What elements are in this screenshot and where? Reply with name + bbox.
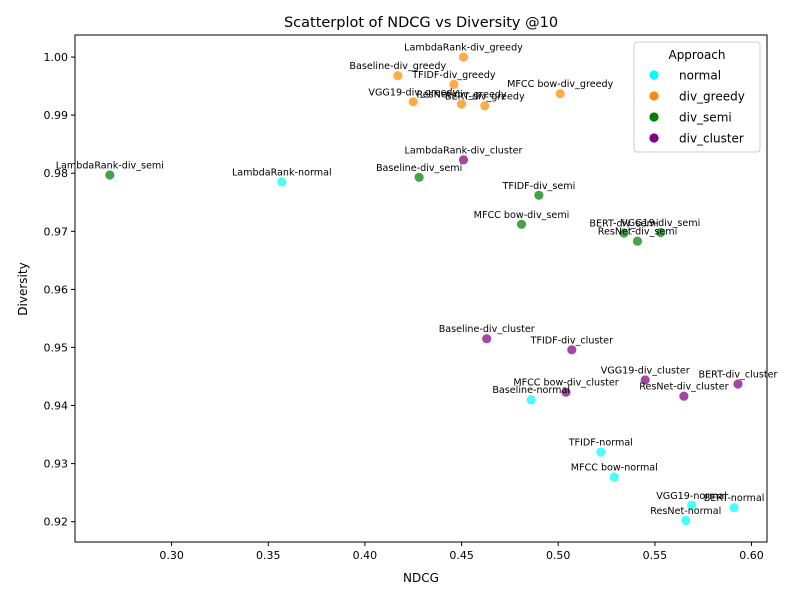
point-mfcc-bow-div-cluster <box>561 387 571 397</box>
point-label-tfidf-div-cluster: TFIDF-div_cluster <box>530 335 613 346</box>
point-label-vgg19-div-greedy: VGG19-div_greedy <box>368 87 458 98</box>
point-vgg19-div-greedy <box>408 97 418 107</box>
point-lambdarank-div-semi <box>105 170 115 180</box>
point-label-baseline-div-semi: Baseline-div_semi <box>376 163 462 174</box>
legend-marker-div-greedy <box>649 91 659 101</box>
y-tick-label: 0.99 <box>44 109 69 122</box>
x-tick-label: 0.50 <box>546 549 571 562</box>
point-tfidf-div-greedy <box>449 79 459 89</box>
point-bert-div-semi <box>619 228 629 238</box>
y-tick-label: 0.92 <box>44 516 69 529</box>
point-label-vgg19-div-semi: VGG19-div_semi <box>621 218 700 229</box>
point-label-baseline-div-greedy: Baseline-div_greedy <box>349 61 446 72</box>
point-label-lambdarank-normal: LambdaRank-normal <box>232 167 332 178</box>
legend-title: Approach <box>668 48 725 62</box>
point-lambdarank-div-cluster <box>458 155 469 165</box>
point-label-resnet-normal: ResNet-normal <box>650 506 721 517</box>
point-label-mfcc-bow-div-cluster: MFCC bow-div_cluster <box>513 378 618 389</box>
point-label-mfcc-bow-div-greedy: MFCC bow-div_greedy <box>507 79 613 90</box>
point-label-mfcc-bow-div-semi: MFCC bow-div_semi <box>474 210 570 221</box>
point-vgg19-div-cluster <box>640 375 650 385</box>
legend-marker-div-semi <box>649 112 659 122</box>
legend-label-div-cluster: div_cluster <box>679 132 744 146</box>
point-label-tfidf-div-greedy: TFIDF-div_greedy <box>411 70 496 81</box>
legend-items: normal div_greedy div_semi div_cluster <box>649 69 745 146</box>
x-axis-ticks: 0.30 0.35 0.40 0.45 0.50 0.55 0.60 <box>159 542 764 562</box>
y-axis-ticks: 0.92 0.93 0.94 0.95 0.96 0.97 0.98 0.99 1.00 <box>44 51 75 529</box>
x-tick-label: 0.40 <box>353 549 378 562</box>
point-label-bert-div-cluster: BERT-div_cluster <box>699 370 778 381</box>
point-label-bert-div-greedy: BERT-div_greedy <box>445 91 525 102</box>
point-baseline-div-semi <box>414 172 424 182</box>
point-label-bert-div-semi: BERT-div_semi <box>589 219 658 230</box>
y-tick-label: 0.97 <box>44 225 69 238</box>
x-tick-label: 0.35 <box>256 549 281 562</box>
point-vgg19-div-semi <box>656 227 666 238</box>
plot-frame <box>74 34 768 543</box>
point-bert-div-cluster <box>733 379 743 389</box>
point-label-lambdarank-div-greedy: LambdaRank-div_greedy <box>404 43 523 54</box>
point-mfcc-bow-div-semi <box>516 219 527 229</box>
point-bert-div-greedy <box>480 101 490 111</box>
y-tick-label: 0.93 <box>44 458 69 471</box>
point-lambdarank-normal <box>277 177 287 187</box>
point-label-lambdarank-div-cluster: LambdaRank-div_cluster <box>405 145 523 156</box>
points-layer <box>105 52 743 526</box>
legend-marker-normal <box>649 70 659 80</box>
x-tick-label: 0.45 <box>449 549 474 562</box>
legend-label-div-greedy: div_greedy <box>679 90 745 104</box>
legend-label-div-semi: div_semi <box>679 111 732 125</box>
x-tick-label: 0.30 <box>159 549 184 562</box>
x-tick-label: 0.60 <box>739 549 764 562</box>
x-axis-label: NDCG <box>403 571 439 585</box>
point-baseline-div-cluster <box>482 334 492 344</box>
point-label-resnet-div-cluster: ResNet-div_cluster <box>639 382 728 393</box>
point-tfidf-div-semi <box>534 190 544 200</box>
point-label-lambdarank-div-semi: LambdaRank-div_semi <box>56 161 164 172</box>
legend: Approach normal div_greedy div_semi div_clu… <box>633 41 761 153</box>
y-axis-label: Diversity <box>16 262 30 315</box>
point-label-bert-normal: BERT-normal <box>704 493 765 504</box>
point-tfidf-div-cluster <box>567 345 577 355</box>
point-vgg19-normal <box>687 500 697 510</box>
point-mfcc-bow-div-greedy <box>555 89 565 99</box>
y-tick-label: 1.00 <box>44 51 69 64</box>
point-label-mfcc-bow-normal: MFCC bow-normal <box>571 463 658 474</box>
point-resnet-div-greedy <box>457 99 467 109</box>
y-tick-label: 0.94 <box>44 400 69 413</box>
y-tick-label: 0.96 <box>44 283 69 296</box>
point-tfidf-normal <box>596 447 606 457</box>
point-lambdarank-div-greedy <box>458 52 469 62</box>
point-baseline-div-greedy <box>393 71 403 81</box>
point-label-vgg19-normal: VGG19-normal <box>656 491 727 502</box>
point-label-vgg19-div-cluster: VGG19-div_cluster <box>601 366 690 377</box>
y-tick-label: 0.95 <box>44 341 69 354</box>
legend-marker-div-cluster <box>649 133 659 143</box>
point-resnet-div-cluster <box>679 391 689 401</box>
legend-box <box>633 41 761 153</box>
chart-title: Scatterplot of NDCG vs Diversity @10 <box>284 15 558 31</box>
y-tick-label: 0.98 <box>44 167 69 180</box>
point-resnet-normal <box>681 515 691 526</box>
point-resnet-div-semi <box>632 236 643 246</box>
point-label-tfidf-div-semi: TFIDF-div_semi <box>502 181 576 192</box>
point-label-baseline-div-cluster: Baseline-div_cluster <box>439 324 535 335</box>
legend-label-normal: normal <box>679 69 721 83</box>
point-labels-layer: LambdaRank-normal Baseline-normal TFIDF-no… <box>56 43 778 517</box>
point-baseline-normal <box>526 395 536 405</box>
point-label-tfidf-normal: TFIDF-normal <box>568 438 633 449</box>
x-tick-label: 0.55 <box>643 549 668 562</box>
point-label-resnet-div-semi: ResNet-div_semi <box>598 227 678 238</box>
point-mfcc-bow-normal <box>609 472 619 482</box>
point-label-baseline-normal: Baseline-normal <box>492 385 570 396</box>
point-bert-normal <box>729 503 739 513</box>
point-label-resnet-div-greedy: ResNet-div_greedy <box>417 90 507 101</box>
